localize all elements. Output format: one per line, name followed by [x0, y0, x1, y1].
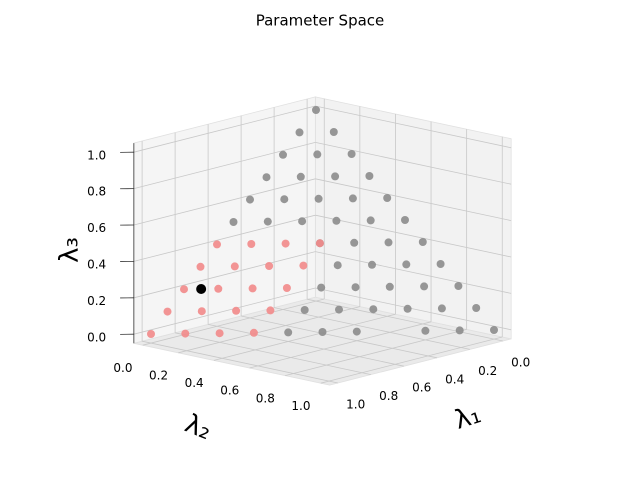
point: [313, 150, 321, 158]
point: [298, 217, 306, 225]
point: [280, 195, 288, 203]
point: [279, 151, 287, 159]
x-tick-label: 0.0: [511, 356, 530, 370]
y-tick-label: 0.8: [256, 391, 275, 405]
point: [198, 307, 206, 315]
point: [349, 194, 357, 202]
z-tick-label: 0.0: [87, 330, 106, 344]
point: [401, 216, 409, 224]
point: [213, 240, 221, 248]
point: [180, 285, 188, 293]
y-tick-label: 0.6: [220, 384, 239, 398]
point: [196, 284, 206, 294]
point: [353, 328, 361, 336]
point: [216, 329, 224, 337]
point: [297, 173, 305, 181]
point: [438, 304, 446, 312]
point: [264, 218, 272, 226]
chart-title: Parameter Space: [256, 12, 385, 30]
point: [249, 284, 257, 292]
point: [301, 306, 309, 314]
z-tick-label: 0.8: [87, 185, 106, 199]
z-tick-label: 0.4: [87, 258, 106, 272]
point: [265, 262, 273, 270]
point: [456, 326, 464, 334]
x-tick-label: 0.4: [445, 372, 464, 386]
point: [402, 260, 410, 268]
point: [437, 260, 445, 268]
back-pane: [315, 97, 511, 339]
x-tick-label: 0.8: [379, 389, 398, 403]
point: [246, 196, 254, 204]
point: [232, 307, 240, 315]
point: [312, 106, 320, 114]
point: [334, 261, 342, 269]
point: [472, 304, 480, 312]
y-tick-label: 0.0: [113, 361, 132, 375]
point: [369, 305, 377, 313]
point: [230, 218, 238, 226]
point: [367, 216, 375, 224]
point: [421, 327, 429, 335]
point: [283, 284, 291, 292]
x-tick-label: 0.2: [478, 364, 497, 378]
point: [454, 282, 462, 290]
y-tick-label: 0.2: [149, 369, 168, 383]
point: [296, 128, 304, 136]
point: [315, 195, 323, 203]
point: [231, 262, 239, 270]
point: [250, 329, 258, 337]
point: [386, 283, 394, 291]
z-tick-label: 0.2: [87, 294, 106, 308]
point: [348, 150, 356, 158]
point: [352, 283, 360, 291]
point: [263, 173, 271, 181]
point: [247, 240, 255, 248]
point: [147, 330, 155, 338]
z-axis-label: λ₃: [55, 237, 85, 263]
point: [181, 330, 189, 338]
point: [197, 263, 205, 271]
y-axis-label: λ₂: [181, 409, 216, 446]
point: [316, 239, 324, 247]
x-tick-label: 0.6: [412, 381, 431, 395]
y-tick-label: 1.0: [291, 399, 310, 413]
point: [164, 308, 172, 316]
point: [404, 305, 412, 313]
point: [214, 285, 222, 293]
point: [299, 262, 307, 270]
point: [319, 328, 327, 336]
point: [350, 239, 358, 247]
point: [365, 172, 373, 180]
point: [284, 328, 292, 336]
point: [419, 238, 427, 246]
point: [368, 261, 376, 269]
point: [383, 194, 391, 202]
x-axis-label: λ₁: [451, 399, 485, 436]
point: [420, 282, 428, 290]
point: [490, 326, 498, 334]
z-tick-label: 0.6: [87, 221, 106, 235]
point: [335, 306, 343, 314]
point: [332, 217, 340, 225]
y-tick-label: 0.4: [185, 376, 204, 390]
point: [266, 306, 274, 314]
z-tick-label: 1.0: [87, 148, 106, 162]
point: [282, 240, 290, 248]
point: [330, 128, 338, 136]
point: [385, 238, 393, 246]
point: [331, 172, 339, 180]
point: [317, 284, 325, 292]
x-tick-label: 1.0: [346, 398, 365, 412]
